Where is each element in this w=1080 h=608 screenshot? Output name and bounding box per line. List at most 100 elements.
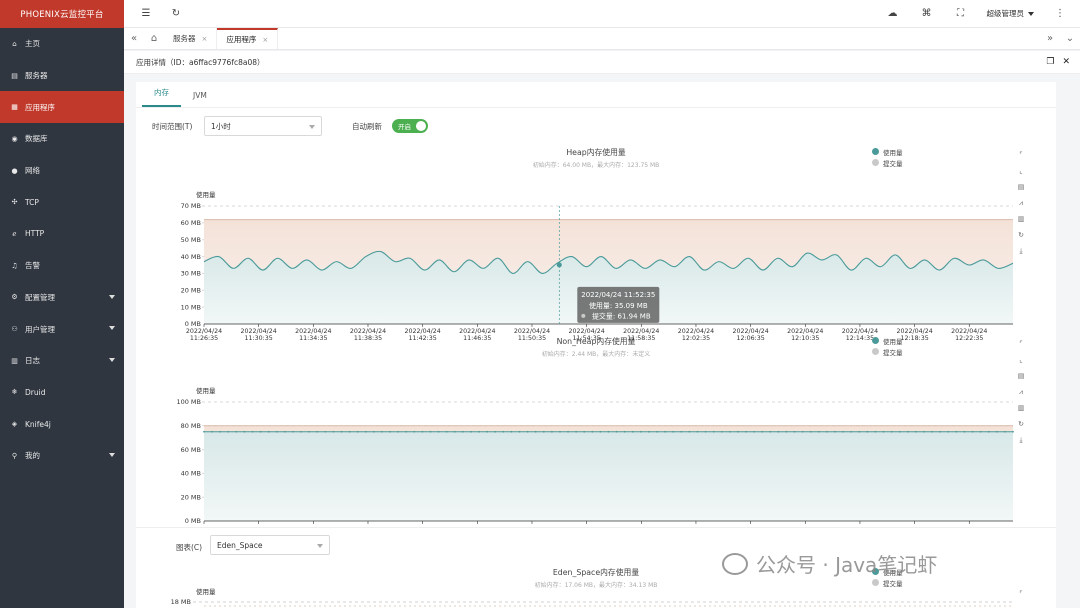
- sidebar-item-12[interactable]: ◈ Knife4j: [0, 408, 124, 440]
- chart-title: Non_Heap内存使用量: [556, 337, 636, 346]
- sidebar-item-label: 数据库: [25, 134, 48, 144]
- tabs-scroll-right-icon[interactable]: »: [1046, 33, 1054, 44]
- bar-type-icon[interactable]: ▥: [1017, 215, 1025, 223]
- bar-type-icon[interactable]: ▥: [1017, 404, 1025, 412]
- sidebar-item-9[interactable]: ⚇ 用户管理: [0, 313, 124, 345]
- chart-subtitle: 初始内存：64.00 MB，最大内存：123.75 MB: [532, 162, 660, 169]
- tabs-dropdown-icon[interactable]: ⌄: [1065, 33, 1075, 44]
- used-area: [204, 431, 1013, 521]
- tab-application[interactable]: 应用程序 ×: [217, 28, 279, 49]
- used-point: [308, 430, 311, 433]
- legend-committed[interactable]: 提交量: [872, 577, 903, 588]
- x-tick-time: 12:02:35: [682, 335, 710, 342]
- sidebar-item-2[interactable]: ▦ 应用程序: [0, 91, 124, 124]
- close-icon[interactable]: ×: [201, 34, 208, 43]
- download-icon[interactable]: ⤓: [1019, 246, 1023, 255]
- used-point: [979, 430, 982, 433]
- used-point: [947, 430, 950, 433]
- user-menu[interactable]: 超级管理员: [987, 8, 1034, 19]
- restore-icon[interactable]: ↻: [1018, 420, 1024, 428]
- used-point: [688, 430, 691, 433]
- used-point: [995, 430, 998, 433]
- zoom-icon[interactable]: ⌜: [1019, 590, 1023, 598]
- home-tab-icon[interactable]: ⌂: [150, 33, 158, 44]
- used-point: [753, 430, 756, 433]
- theme-icon[interactable]: ☁: [887, 8, 898, 19]
- used-line: [203, 250, 1014, 274]
- x-tick-label: 2022/04/24 12:22:35: [951, 328, 987, 342]
- heap-chart-svg[interactable]: 使用量 0 MB 10 MB 20 MB 30 MB 40 MB 50 MB 60 MB 70 …: [136, 144, 1056, 344]
- line-type-icon[interactable]: ⩘: [1019, 387, 1023, 396]
- sidebar-item-7[interactable]: ♫ 告警: [0, 250, 124, 282]
- x-tick-time: 12:14:35: [846, 335, 874, 342]
- line-type-icon[interactable]: ⩘: [1019, 198, 1023, 207]
- user-dropdown-icon: [1028, 11, 1034, 16]
- nonheap-chart: Non_Heap内存使用量 初始内存：2.44 MB，最大内存：未定义 使用量 …: [136, 334, 1056, 524]
- used-point: [745, 430, 747, 433]
- x-tick-label: 2022/04/24 12:10:35: [787, 328, 823, 342]
- sidebar-item-4[interactable]: ● 网络: [0, 155, 124, 187]
- tabs-scroll-left-icon[interactable]: «: [130, 33, 138, 44]
- sidebar-item-11[interactable]: ❄ Druid: [0, 377, 124, 409]
- sidebar-item-0[interactable]: ⌂ 主页: [0, 28, 124, 60]
- network-icon: ●: [11, 166, 18, 175]
- zoom-reset-icon[interactable]: ⌞: [1019, 356, 1023, 364]
- menu-toggle-icon[interactable]: ☰: [141, 8, 151, 19]
- y-axis-title: 使用量: [196, 386, 216, 395]
- toggle-knob: [416, 121, 426, 131]
- auto-refresh-toggle[interactable]: 开启: [392, 119, 428, 133]
- x-tick-label: 2022/04/24 11:58:35: [623, 328, 659, 342]
- main-panel: 应用详情（ID：a6ffac9776fc8a08） ❐ ✕ 内存 JVM 时间范…: [124, 51, 1080, 608]
- sidebar-item-10[interactable]: ▥ 日志: [0, 345, 124, 377]
- sidebar-item-3[interactable]: ◉ 数据库: [0, 123, 124, 155]
- x-tick-date: 2022/04/24: [514, 328, 550, 335]
- download-icon[interactable]: ⤓: [1019, 435, 1023, 444]
- subtab-jvm[interactable]: JVM: [193, 91, 207, 100]
- sidebar-item-8[interactable]: ⚙ 配置管理: [0, 282, 124, 314]
- zoom-icon[interactable]: ⌜: [1019, 340, 1023, 348]
- close-icon[interactable]: ✕: [1062, 57, 1070, 67]
- y-axis-title: 使用量: [196, 587, 216, 596]
- x-tick-time: 11:54:35: [572, 335, 600, 342]
- restore-icon[interactable]: ↻: [1018, 231, 1024, 239]
- used-point: [583, 430, 586, 433]
- legend-committed[interactable]: 提交量: [872, 157, 903, 168]
- used-point: [461, 430, 464, 433]
- more-icon[interactable]: ⋮: [1055, 8, 1065, 19]
- sidebar-item-1[interactable]: ▤ 服务器: [0, 60, 124, 92]
- x-tick-label: 2022/04/24 11:50:35: [514, 328, 550, 342]
- data-view-icon[interactable]: ▤: [1017, 372, 1025, 380]
- data-view-icon[interactable]: ▤: [1017, 183, 1025, 191]
- legend-committed[interactable]: 提交量: [872, 346, 903, 357]
- zoom-reset-icon[interactable]: ⌞: [1019, 167, 1023, 175]
- sidebar-item-6[interactable]: ℯ HTTP: [0, 218, 124, 250]
- brand-title[interactable]: PHOENIX云监控平台: [0, 0, 124, 28]
- sidebar-item-5[interactable]: ✣ TCP: [0, 186, 124, 218]
- used-point: [720, 430, 723, 433]
- used-point: [292, 430, 294, 433]
- used-point: [728, 430, 731, 433]
- time-range-select[interactable]: 1小时: [204, 116, 322, 136]
- sidebar-item-label: 日志: [25, 356, 40, 366]
- legend-used[interactable]: 使用量: [872, 335, 903, 346]
- x-tick-label: 2022/04/24 11:54:35: [568, 328, 604, 342]
- legend-used[interactable]: 使用量: [872, 566, 903, 577]
- popout-icon[interactable]: ❐: [1046, 57, 1055, 67]
- used-point: [550, 430, 553, 433]
- http-icon: ℯ: [12, 229, 17, 238]
- eden-chart-svg[interactable]: 使用量 18 MB: [136, 564, 1056, 608]
- refresh-icon[interactable]: ↻: [171, 8, 181, 19]
- used-point: [1012, 430, 1014, 433]
- tab-server[interactable]: 服务器 ×: [164, 28, 218, 49]
- close-icon[interactable]: ×: [262, 35, 269, 44]
- y-tick-label: 18 MB: [171, 598, 191, 606]
- legend-used[interactable]: 使用量: [872, 146, 903, 157]
- fullscreen-icon[interactable]: ⛶: [957, 8, 964, 19]
- pool-select[interactable]: Eden_Space: [210, 535, 330, 555]
- zoom-icon[interactable]: ⌜: [1019, 151, 1023, 159]
- tag-icon[interactable]: ⌘: [921, 8, 932, 19]
- subtab-memory[interactable]: 内存: [142, 87, 181, 107]
- sidebar-item-13[interactable]: ⚲ 我的: [0, 440, 124, 472]
- chevron-down-icon: [317, 544, 323, 548]
